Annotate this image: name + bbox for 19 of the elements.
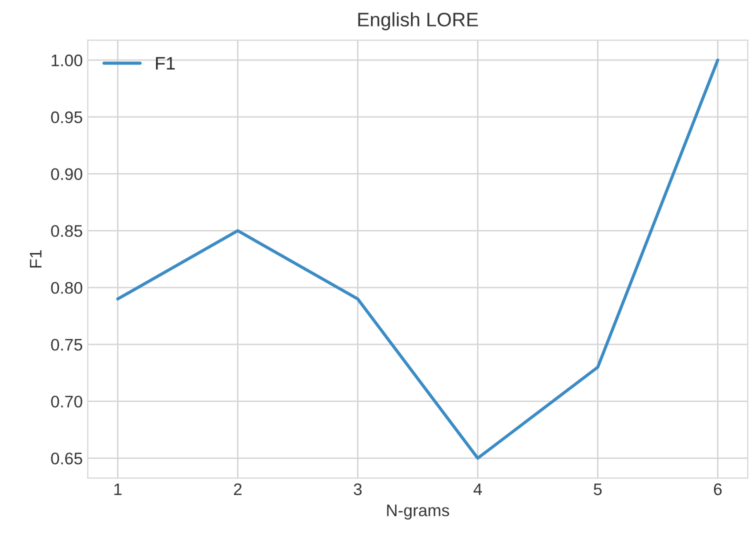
x-axis-title: N-grams <box>387 504 450 520</box>
y-tick-label: 0.85 <box>51 225 82 237</box>
y-tick-label: 0.65 <box>51 452 82 464</box>
x-tick-label: 1 <box>114 484 122 496</box>
x-tick-label: 2 <box>234 483 242 496</box>
x-tick-label: 5 <box>594 484 602 496</box>
x-tick-label: 4 <box>474 484 482 496</box>
y-tick-label: 0.90 <box>51 168 82 180</box>
chart-title: English LORE <box>358 12 478 30</box>
y-tick-label: 0.80 <box>51 282 82 294</box>
y-tick-label: 0.95 <box>51 111 82 124</box>
y-tick-label: 0.70 <box>51 396 82 408</box>
x-tick-label: 3 <box>354 483 362 496</box>
legend-label: F1 <box>156 57 175 70</box>
y-axis-title: F1 <box>30 250 42 268</box>
y-tick-label: 1.00 <box>52 54 82 66</box>
line-series <box>116 58 720 460</box>
y-tick-label: 0.75 <box>51 338 82 351</box>
x-tick-label: 6 <box>714 483 722 496</box>
